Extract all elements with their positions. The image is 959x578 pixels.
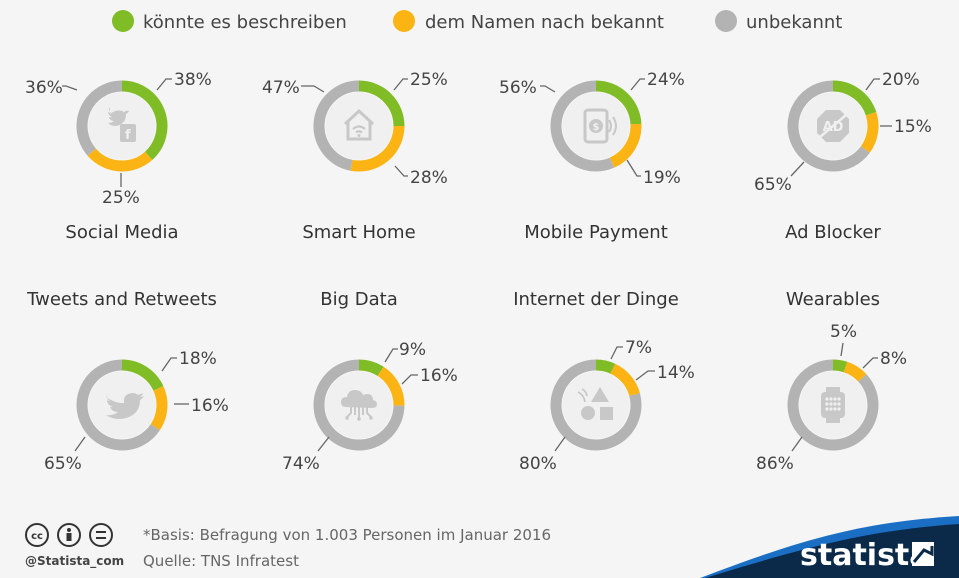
donut-segment-yellow <box>87 148 153 172</box>
value-label: 56% <box>499 78 537 98</box>
value-label: 24% <box>647 70 685 90</box>
donut-segment-yellow <box>150 386 168 431</box>
chart-title: Internet der Dinge <box>513 289 679 310</box>
value-label: 65% <box>44 454 82 474</box>
source-note: Quelle: TNS Infratest <box>143 552 299 570</box>
donut-segment-gray <box>313 359 405 451</box>
license-icons: cc <box>25 523 113 547</box>
donut-segment-green <box>121 359 164 391</box>
value-label: 47% <box>262 78 300 98</box>
donut-segment-green <box>358 80 405 127</box>
legend-label: unbekannt <box>746 12 842 33</box>
value-label: 7% <box>625 338 652 358</box>
value-label: 5% <box>830 322 857 342</box>
value-label: 14% <box>657 363 695 383</box>
statista-logo-mark <box>912 542 934 566</box>
cc-icon[interactable] <box>25 523 49 547</box>
value-label: 16% <box>191 396 229 416</box>
donut-segment-yellow <box>843 361 867 382</box>
value-label: 16% <box>420 366 458 386</box>
donut-segment-green <box>832 80 877 116</box>
chart-title: Wearables <box>786 289 880 310</box>
svg-text:f: f <box>125 128 131 143</box>
value-label: 65% <box>754 175 792 195</box>
donut-segment-gray <box>550 80 615 172</box>
donut-segment-green <box>358 359 384 377</box>
donut-segment-green <box>595 359 616 374</box>
svg-text:$: $ <box>593 122 600 133</box>
footer: cc @Statista_com *Basis: Befragung von 1… <box>25 516 959 578</box>
donut-segment-gray <box>550 359 642 451</box>
donut-center <box>562 371 630 439</box>
chart-title: Smart Home <box>302 222 415 243</box>
house-wifi-icon <box>343 108 375 141</box>
chart-title: Ad Blocker <box>785 222 881 243</box>
mobile-payment-icon: $ <box>583 108 617 144</box>
donut-icons: f $ AD <box>106 107 849 423</box>
cloud-data-icon <box>341 390 377 421</box>
value-labels <box>62 78 892 452</box>
donut-segment-gray <box>787 359 879 451</box>
donut-segment-gray <box>76 359 160 451</box>
brand-wave <box>705 524 959 578</box>
value-label: 25% <box>102 188 140 208</box>
donut-segment-yellow <box>377 366 405 406</box>
legend: könnte es beschreiben dem Namen nach bek… <box>112 10 842 33</box>
legend-swatch-yellow <box>393 10 415 32</box>
smartwatch-icon <box>821 387 845 423</box>
attribution-icon[interactable] <box>57 523 81 547</box>
value-label: 20% <box>882 70 920 90</box>
value-label: 25% <box>410 70 448 90</box>
donut-segment-yellow <box>609 123 642 168</box>
social-media-icon: f <box>108 107 136 143</box>
donut-segment-yellow <box>860 111 879 153</box>
statista-logo[interactable]: statista <box>800 538 930 573</box>
value-label: 28% <box>410 168 448 188</box>
value-label: 19% <box>643 168 681 188</box>
ad-blocker-icon: AD <box>817 110 849 142</box>
chart-title: Big Data <box>320 289 397 310</box>
donut-segment-green <box>595 80 642 125</box>
chart-title: Social Media <box>65 222 178 243</box>
chart-title: Tweets and Retweets <box>26 289 217 310</box>
legend-swatch-gray <box>715 10 737 32</box>
legend-label: dem Namen nach bekannt <box>425 12 664 33</box>
donut-segment-gray <box>313 80 360 171</box>
value-label: 8% <box>880 349 907 369</box>
no-derivatives-icon[interactable] <box>89 523 113 547</box>
chart-title: Mobile Payment <box>524 222 668 243</box>
value-label: 18% <box>179 349 217 369</box>
donut-charts <box>76 80 879 451</box>
donut-segment-green <box>121 80 168 160</box>
value-label: 74% <box>282 454 320 474</box>
value-label: 36% <box>25 78 63 98</box>
svg-text:cc: cc <box>31 531 43 542</box>
value-label: 38% <box>174 70 212 90</box>
value-label: 80% <box>519 454 557 474</box>
donut-segment-gray <box>76 80 123 156</box>
donut-segment-gray <box>787 80 870 172</box>
value-label: 86% <box>756 454 794 474</box>
value-label-texts: 38% 25% 36% 25% 28% 47% 24% 19% 56% 20% … <box>25 70 932 474</box>
donut-segment-yellow <box>610 363 640 397</box>
statista-handle[interactable]: @Statista_com <box>25 554 124 569</box>
shapes-icon <box>577 387 613 420</box>
value-label: 15% <box>894 117 932 137</box>
twitter-bird-icon <box>106 392 144 419</box>
legend-swatch-green <box>112 10 134 32</box>
value-label: 9% <box>399 340 426 360</box>
basis-note: *Basis: Befragung von 1.003 Personen im … <box>143 526 551 544</box>
donut-segment-yellow <box>350 125 405 172</box>
legend-label: könnte es beschreiben <box>143 12 347 33</box>
donut-segment-green <box>832 359 848 373</box>
